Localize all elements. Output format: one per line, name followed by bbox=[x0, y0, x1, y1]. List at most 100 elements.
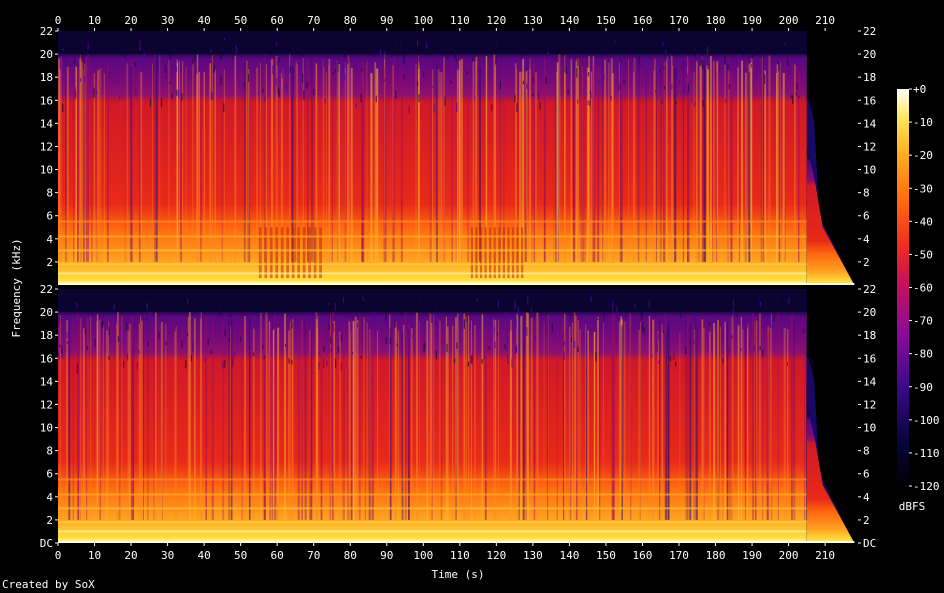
y-tick-label-right: 2 bbox=[863, 514, 870, 527]
x-tick-label-bottom: 210 bbox=[815, 549, 835, 562]
colorbar-tick-label: -60 bbox=[913, 282, 933, 295]
y-tick-label-left: 12 bbox=[40, 398, 53, 411]
colorbar-tick-label: -70 bbox=[913, 315, 933, 328]
x-tick-label-bottom: 200 bbox=[779, 549, 799, 562]
x-tick-label-bottom: 170 bbox=[669, 549, 689, 562]
x-tick-label-top: 90 bbox=[380, 14, 393, 27]
colorbar-tick-label: -80 bbox=[913, 348, 933, 361]
x-tick-label-bottom: 30 bbox=[161, 549, 174, 562]
y-tick-label-right: 10 bbox=[863, 164, 876, 177]
y-tick-label-right: 10 bbox=[863, 422, 876, 435]
x-tick-label-bottom: 60 bbox=[271, 549, 284, 562]
x-tick-label-bottom: 50 bbox=[234, 549, 247, 562]
x-tick-label-top: 120 bbox=[486, 14, 506, 27]
y-tick-label-left: 20 bbox=[40, 306, 53, 319]
y-tick-label-right: 20 bbox=[863, 306, 876, 319]
colorbar-tick-label: -30 bbox=[913, 182, 933, 195]
colorbar-tick-label: -120 bbox=[913, 480, 940, 493]
y-tick-label-right: 12 bbox=[863, 398, 876, 411]
x-tick-label-bottom: 110 bbox=[450, 549, 470, 562]
y-tick-label-right: 18 bbox=[863, 71, 876, 84]
y-tick-label-left: 16 bbox=[40, 352, 53, 365]
x-tick-label-top: 0 bbox=[55, 14, 62, 27]
y-axis-label: Frequency (kHz) bbox=[10, 238, 23, 337]
x-tick-label-bottom: 40 bbox=[197, 549, 210, 562]
x-tick-label-top: 130 bbox=[523, 14, 543, 27]
x-tick-label-bottom: 70 bbox=[307, 549, 320, 562]
y-tick-label-left: 6 bbox=[46, 210, 53, 223]
y-tick-label-right: 18 bbox=[863, 329, 876, 342]
x-axis-label: Time (s) bbox=[432, 568, 485, 581]
x-tick-label-top: 30 bbox=[161, 14, 174, 27]
y-tick-label-right: 22 bbox=[863, 25, 876, 38]
y-tick-label-left: 12 bbox=[40, 140, 53, 153]
x-tick-label-bottom: 90 bbox=[380, 549, 393, 562]
colorbar-tick-label: -20 bbox=[913, 149, 933, 162]
y-tick-label-left: 14 bbox=[40, 117, 54, 130]
y-tick-label-left: 10 bbox=[40, 422, 53, 435]
x-tick-label-top: 170 bbox=[669, 14, 689, 27]
y-tick-label-left: 2 bbox=[46, 514, 53, 527]
y-tick-label-right: DC bbox=[863, 537, 876, 550]
y-tick-label-right: 4 bbox=[863, 233, 870, 246]
y-tick-label-left: 18 bbox=[40, 329, 53, 342]
x-tick-label-top: 140 bbox=[559, 14, 579, 27]
colorbar-tick-label: -40 bbox=[913, 215, 933, 228]
x-tick-label-top: 20 bbox=[124, 14, 137, 27]
x-tick-label-top: 200 bbox=[779, 14, 799, 27]
colorbar-tick-label: +0 bbox=[913, 83, 926, 96]
y-tick-label-left: 4 bbox=[46, 491, 53, 504]
x-tick-label-bottom: 180 bbox=[706, 549, 726, 562]
y-tick-label-left: 16 bbox=[40, 94, 53, 107]
x-tick-label-top: 100 bbox=[413, 14, 433, 27]
y-tick-label-right: 22 bbox=[863, 283, 876, 296]
y-tick-label-right: 14 bbox=[863, 375, 877, 388]
footer-credit: Created by SoX bbox=[2, 578, 95, 591]
x-tick-label-top: 110 bbox=[450, 14, 470, 27]
colorbar: +0 -10 -20 -30 -40 -50 -60 -70 -80 -90 -100 -110 -12… bbox=[897, 83, 940, 493]
x-tick-label-top: 70 bbox=[307, 14, 320, 27]
y-tick-label-right: 12 bbox=[863, 140, 876, 153]
x-tick-label-bottom: 20 bbox=[124, 549, 137, 562]
y-tick-label-left: 20 bbox=[40, 48, 53, 61]
colorbar-tick-label: -110 bbox=[913, 447, 940, 460]
x-tick-label-bottom: 0 bbox=[55, 549, 62, 562]
y-tick-label-left: 22 bbox=[40, 25, 53, 38]
y-tick-label-right: 14 bbox=[863, 117, 877, 130]
colorbar-tick-label: -100 bbox=[913, 414, 940, 427]
y-tick-label-left: 8 bbox=[46, 445, 53, 458]
y-tick-label-right: 20 bbox=[863, 48, 876, 61]
y-tick-label-right: 2 bbox=[863, 256, 870, 269]
y-tick-label-left: 2 bbox=[46, 256, 53, 269]
x-tick-label-top: 40 bbox=[197, 14, 210, 27]
x-tick-label-bottom: 130 bbox=[523, 549, 543, 562]
y-tick-label-left: 18 bbox=[40, 71, 53, 84]
x-tick-label-top: 210 bbox=[815, 14, 835, 27]
colorbar-tick-label: -90 bbox=[913, 381, 933, 394]
spectrogram-channel-bottom bbox=[58, 289, 858, 543]
y-tick-label-left: 8 bbox=[46, 187, 53, 200]
x-tick-label-bottom: 100 bbox=[413, 549, 433, 562]
colorbar-tick-label: -50 bbox=[913, 248, 933, 261]
y-tick-label-left: 6 bbox=[46, 468, 53, 481]
x-tick-label-top: 180 bbox=[706, 14, 726, 27]
x-tick-label-bottom: 120 bbox=[486, 549, 506, 562]
x-tick-label-bottom: 190 bbox=[742, 549, 762, 562]
y-tick-label-right: 8 bbox=[863, 187, 870, 200]
y-tick-label-right: 4 bbox=[863, 491, 870, 504]
y-tick-label-right: 6 bbox=[863, 468, 870, 481]
y-tick-label-right: 6 bbox=[863, 210, 870, 223]
x-tick-label-top: 60 bbox=[271, 14, 284, 27]
x-tick-label-top: 160 bbox=[633, 14, 653, 27]
y-tick-label-left: 22 bbox=[40, 283, 53, 296]
y-tick-label-right: 16 bbox=[863, 352, 876, 365]
y-tick-label-left: DC bbox=[40, 537, 53, 550]
x-tick-label-top: 150 bbox=[596, 14, 616, 27]
x-tick-label-top: 80 bbox=[344, 14, 357, 27]
colorbar-gradient bbox=[897, 89, 909, 486]
y-tick-label-right: 16 bbox=[863, 94, 876, 107]
colorbar-tick-label: -10 bbox=[913, 116, 933, 129]
y-tick-label-right: 8 bbox=[863, 445, 870, 458]
x-tick-label-top: 190 bbox=[742, 14, 762, 27]
